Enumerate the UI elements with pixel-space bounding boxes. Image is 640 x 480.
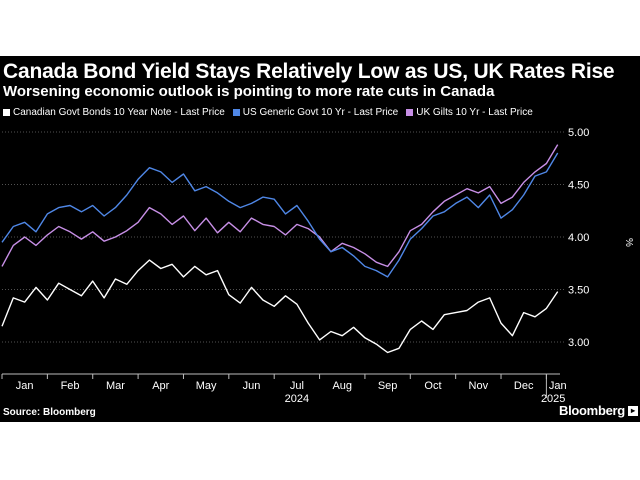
series-line-us [1, 152, 559, 278]
source-note: Source: Bloomberg [3, 407, 96, 418]
y-tick-label: 4.00 [568, 232, 589, 244]
series-line-canada [1, 259, 559, 354]
legend: Canadian Govt Bonds 10 Year Note - Last … [3, 107, 533, 118]
tick-labels: 3.00 3.50 4.00 4.50 5.00% Jan Feb Mar Apr May Jun J… [16, 127, 634, 405]
year-label: 2025 [541, 393, 565, 405]
bloomberg-terminal-icon: ▸ [628, 406, 638, 416]
chart-svg: 3.00 3.50 4.00 4.50 5.00% Jan Feb Mar Apr May Jun J… [1, 127, 634, 405]
series-line-uk [1, 144, 559, 268]
x-tick-label: Jan [549, 380, 567, 392]
axes [1, 373, 560, 398]
x-tick-label: Oct [424, 380, 441, 392]
x-tick-label: Jan [16, 380, 34, 392]
legend-label-uk: UK Gilts 10 Yr - Last Price [416, 107, 533, 118]
y-axis-unit-label: % [623, 238, 634, 247]
chart-title: Canada Bond Yield Stays Relatively Low a… [3, 60, 615, 83]
chart-subtitle: Worsening economic outlook is pointing t… [3, 83, 495, 100]
x-tick-label: Sep [378, 380, 398, 392]
y-tick-label: 5.00 [568, 127, 589, 139]
x-tick-label: Feb [61, 380, 80, 392]
legend-label-canada: Canadian Govt Bonds 10 Year Note - Last … [13, 107, 225, 118]
x-tick-label: Jul [290, 380, 304, 392]
y-tick-label: 4.50 [568, 180, 589, 192]
y-tick-label: 3.50 [568, 285, 589, 297]
legend-item-canada: Canadian Govt Bonds 10 Year Note - Last … [3, 107, 225, 118]
legend-item-uk: UK Gilts 10 Yr - Last Price [406, 107, 533, 118]
year-label: 2024 [285, 393, 309, 405]
x-tick-label: May [196, 380, 217, 392]
x-tick-label: Apr [152, 380, 169, 392]
legend-swatch-us [232, 109, 240, 116]
legend-swatch-uk [406, 109, 414, 116]
chart-card: 3.00 3.50 4.00 4.50 5.00% Jan Feb Mar Apr May Jun J… [0, 56, 640, 422]
series-lines [1, 144, 559, 354]
legend-item-us: US Generic Govt 10 Yr - Last Price [232, 107, 399, 118]
x-tick-label: Nov [469, 380, 489, 392]
x-tick-label: Dec [514, 380, 534, 392]
legend-swatch-canada [3, 109, 10, 116]
x-tick-label: Mar [106, 380, 125, 392]
grid-lines [2, 131, 564, 343]
legend-label-us: US Generic Govt 10 Yr - Last Price [242, 107, 399, 118]
bloomberg-logo: Bloomberg [559, 403, 625, 418]
x-tick-label: Aug [332, 380, 352, 392]
y-tick-label: 3.00 [568, 337, 589, 349]
x-tick-label: Jun [243, 380, 261, 392]
